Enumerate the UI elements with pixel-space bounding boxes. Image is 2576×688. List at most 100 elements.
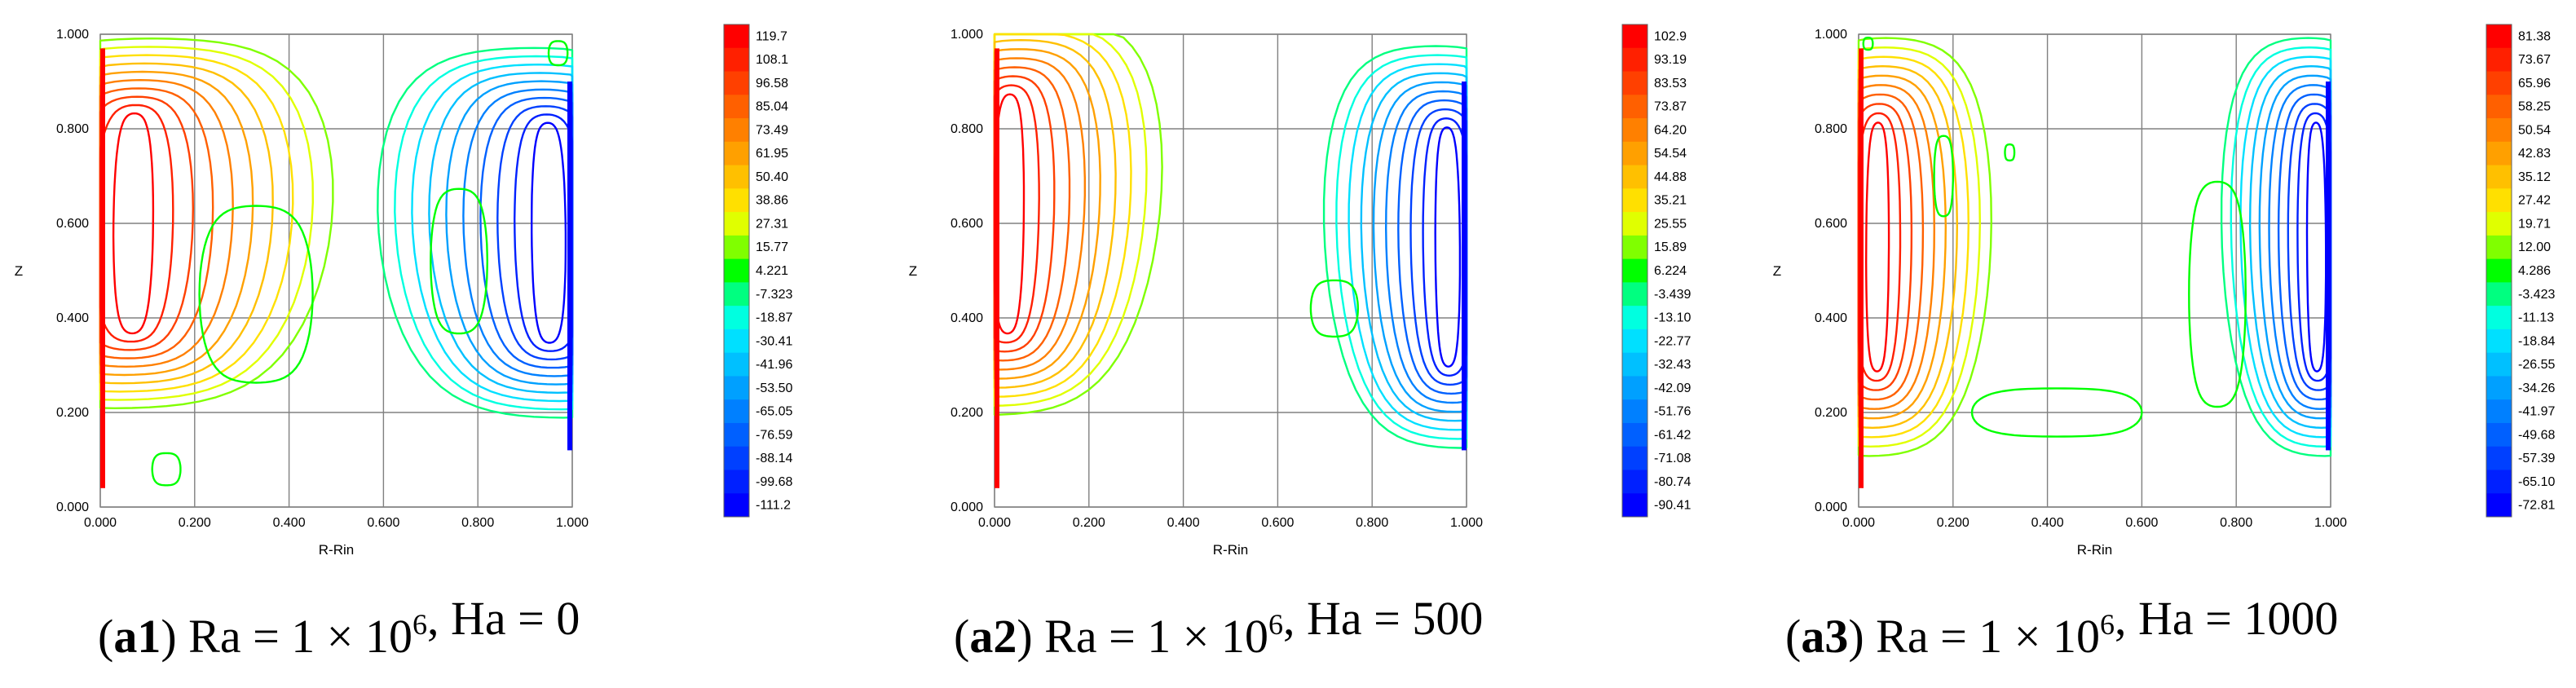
colorbar-cell — [724, 165, 749, 189]
x-axis-label: R-Rin — [319, 542, 354, 558]
colorbar-cell — [1622, 24, 1647, 49]
y-tick-label: 0.000 — [56, 501, 89, 514]
contour-line — [1862, 37, 1874, 51]
contour-line — [2230, 46, 2332, 448]
colorbar-label: -53.50 — [756, 381, 792, 395]
x-tick-label: 0.400 — [273, 516, 306, 530]
panel-caption: (a3) Ra = 1 × 106, Ha = 1000 — [1785, 592, 2338, 663]
colorbar-label: 19.71 — [2518, 217, 2551, 231]
colorbar-cell — [2486, 165, 2512, 189]
colorbar-label: -90.41 — [1654, 499, 1691, 513]
panel-a1: 0.000 0.200 0.400 0.600 0.800 1.000 0.000 0.200… — [15, 24, 792, 663]
colorbar-cell — [2486, 71, 2512, 95]
colorbar-label: 85.04 — [756, 100, 788, 114]
colorbar-cell — [724, 446, 749, 470]
colorbar-cell — [1622, 212, 1647, 236]
colorbar-label: 15.89 — [1654, 240, 1687, 254]
colorbar-label: -7.323 — [756, 288, 792, 302]
colorbar-label: 4.221 — [756, 264, 788, 278]
colorbar-cell — [1622, 493, 1647, 518]
colorbar-label: -18.87 — [756, 311, 792, 325]
y-axis-label: Z — [909, 263, 917, 279]
x-tick-label: 0.000 — [84, 516, 117, 530]
contour-line — [2188, 180, 2247, 408]
caption-exponent: 6 — [412, 608, 427, 641]
x-tick-label: 1.000 — [556, 516, 589, 530]
colorbar-cell — [724, 399, 749, 424]
colorbar-label: 44.88 — [1654, 170, 1687, 184]
colorbar: 102.9 93.19 83.53 73.87 64.20 54.54 44.88 35.21… — [1621, 24, 1691, 518]
colorbar-frame — [1621, 24, 1648, 518]
colorbar-cell — [2486, 141, 2512, 166]
colorbar-cell — [1622, 446, 1647, 470]
colorbar-label: 93.19 — [1654, 53, 1687, 67]
colorbar-label: -42.09 — [1654, 381, 1691, 395]
colorbar-label: -32.43 — [1654, 358, 1691, 372]
colorbar-cell — [2486, 282, 2512, 307]
y-tick-label: 0.200 — [56, 406, 89, 420]
contour-lines — [993, 33, 1468, 488]
colorbar-label: -41.96 — [756, 358, 792, 372]
colorbar-cell — [1622, 306, 1647, 330]
colorbar-cell — [1622, 352, 1647, 377]
y-tick-label: 0.800 — [56, 122, 89, 136]
colorbar-cell — [724, 118, 749, 143]
colorbar-cell — [2486, 95, 2512, 119]
colorbar-label: 27.31 — [756, 217, 788, 231]
y-axis-label: Z — [15, 263, 23, 279]
colorbar: 81.38 73.67 65.96 58.25 50.54 42.83 35.12 27.42… — [2486, 24, 2555, 518]
y-tick-label: 0.200 — [1815, 406, 1847, 420]
colorbar-cell — [1622, 235, 1647, 260]
colorbar-cell — [724, 141, 749, 166]
contour-line — [1434, 126, 1462, 368]
colorbar-label: 73.67 — [2518, 53, 2551, 67]
contour-line — [2220, 37, 2332, 457]
contour-line — [993, 66, 1071, 362]
contour-line — [1857, 37, 1992, 457]
colorbar-cell — [2486, 24, 2512, 49]
x-tick-label: 0.600 — [2125, 516, 2158, 530]
colorbar-label: -30.41 — [756, 334, 792, 348]
colorbar-label: 38.86 — [756, 194, 788, 208]
contour-line — [993, 84, 1040, 344]
colorbar-label: 65.96 — [2518, 77, 2551, 90]
contour-lines — [1857, 37, 2332, 488]
colorbar-label: -41.97 — [2518, 405, 2555, 419]
contour-line — [1857, 46, 1981, 448]
contour-line — [531, 121, 567, 344]
contour-line — [1309, 279, 1359, 338]
colorbar-cell — [724, 47, 749, 73]
colorbar-label: 102.9 — [1654, 29, 1687, 43]
x-tick-label: 0.800 — [461, 516, 494, 530]
colorbar-label: -3.423 — [2518, 288, 2555, 302]
colorbar-cell — [724, 352, 749, 377]
y-tick-label: 0.200 — [951, 406, 983, 420]
colorbar-label: 42.83 — [2518, 147, 2551, 161]
colorbar-frame — [2486, 24, 2512, 518]
contour-line — [430, 187, 488, 335]
caption-panel-id: a1 — [113, 610, 161, 663]
colorbar-cell — [2486, 470, 2512, 494]
caption-panel-id: a2 — [969, 610, 1017, 663]
colorbar-cell — [2486, 399, 2512, 424]
contour-line — [1322, 45, 1468, 449]
y-tick-label: 0.400 — [951, 311, 983, 325]
colorbar-cell — [724, 188, 749, 213]
y-tick-label: 1.000 — [56, 28, 89, 42]
y-tick-label: 0.800 — [951, 122, 983, 136]
colorbar-cell — [2486, 306, 2512, 330]
contour-wall-max — [1859, 48, 1864, 488]
contour-line — [1360, 72, 1468, 422]
colorbar-label: 25.55 — [1654, 217, 1687, 231]
colorbar-cell — [2486, 329, 2512, 354]
colorbar-label: -65.10 — [2518, 475, 2555, 489]
colorbar-label: -13.10 — [1654, 311, 1691, 325]
colorbar-label: 119.7 — [756, 29, 787, 43]
colorbar-frame — [723, 24, 750, 518]
colorbar-label: -99.68 — [756, 475, 792, 489]
colorbar-cell — [2486, 118, 2512, 143]
colorbar-cell — [2486, 258, 2512, 283]
caption-exponent: 6 — [2100, 608, 2115, 641]
contour-line — [112, 112, 155, 335]
